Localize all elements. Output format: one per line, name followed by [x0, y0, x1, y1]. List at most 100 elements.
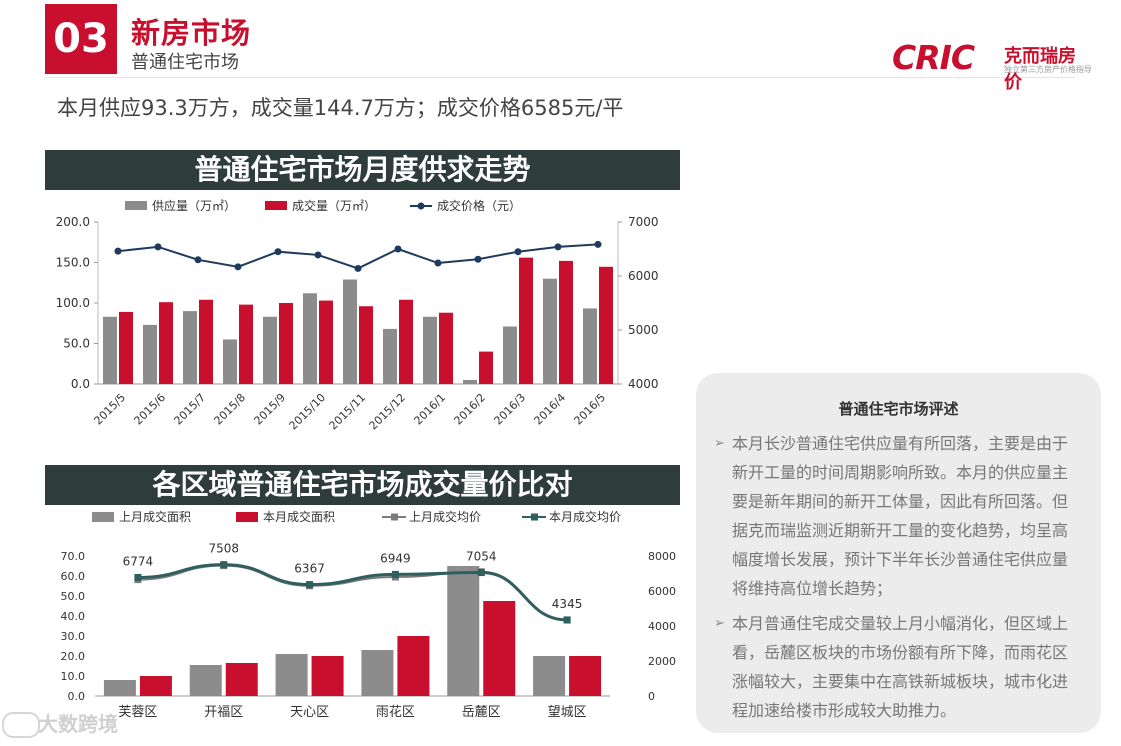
bar-deal — [559, 260, 573, 384]
x-tick-label: 2015/12 — [367, 391, 409, 433]
price-point — [514, 248, 522, 256]
y-tick-label-right: 2000 — [648, 655, 676, 668]
y-tick-label: 50.0 — [63, 337, 90, 351]
bar-deal — [479, 351, 493, 384]
x-tick-label: 2015/5 — [92, 391, 129, 428]
bar-last-month-area — [533, 656, 566, 696]
logo-tagline: 独立第三方房产价格指导 — [1004, 65, 1092, 74]
bar-supply — [383, 328, 397, 384]
price-point — [114, 247, 122, 255]
legend-label: 上月成交面积 — [119, 509, 191, 524]
bar-supply — [223, 339, 237, 384]
x-tick-label: 2015/8 — [212, 391, 249, 428]
section-number: 03 — [45, 4, 117, 74]
y-tick-label: 20.0 — [61, 650, 86, 663]
bar-deal — [159, 302, 173, 384]
price-point — [274, 248, 282, 256]
price-data-label: 6774 — [123, 554, 154, 568]
x-tick-label: 雨花区 — [376, 704, 415, 720]
price-point — [554, 243, 562, 251]
price-point — [434, 259, 442, 267]
price-marker — [306, 581, 314, 589]
x-tick-label: 岳麓区 — [462, 705, 501, 720]
chart2-heading: 各区域普通住宅市场成交量价比对 — [45, 465, 680, 505]
bar-last-month-area — [189, 665, 222, 696]
x-tick-label: 2015/7 — [172, 391, 209, 428]
bar-supply — [183, 311, 197, 384]
arrow-icon: ➢ — [714, 436, 725, 451]
y-tick-label-right: 4000 — [648, 620, 676, 633]
y-tick-label: 30.0 — [61, 630, 86, 643]
bar-this-month-area — [483, 601, 516, 696]
cric-logo: CRIC 克而瑞房价 独立第三方房产价格指导 — [892, 38, 1092, 93]
bar-this-month-area — [569, 656, 602, 696]
watermark-icon — [2, 712, 40, 738]
bar-deal — [399, 299, 413, 384]
y-tick-label-right: 6000 — [648, 585, 676, 598]
header-divider — [45, 77, 1075, 78]
legend-label: 供应量（万㎡） — [152, 198, 236, 213]
y-tick-label: 40.0 — [61, 610, 86, 623]
bar-supply — [263, 316, 277, 384]
bar-supply — [543, 278, 557, 384]
price-data-label: 6367 — [294, 562, 325, 576]
x-tick-label: 天心区 — [290, 705, 329, 720]
bar-deal — [119, 311, 133, 384]
legend-label: 本月成交均价 — [549, 509, 621, 524]
x-tick-label: 2015/9 — [252, 391, 289, 428]
y-tick-label: 10.0 — [61, 670, 86, 683]
y-tick-label-right: 7000 — [628, 215, 659, 229]
bar-supply — [143, 324, 157, 384]
y-tick-label-right: 6000 — [628, 269, 659, 283]
chart1-monthly-supply-demand: 0.0 50.0 100.0 150.0 200.0 4000 5000 6000 7000 20… — [56, 198, 659, 433]
bar-supply — [583, 308, 597, 384]
legend-swatch — [125, 201, 147, 210]
price-point — [474, 255, 482, 263]
price-point — [314, 251, 322, 259]
x-tick-label: 2016/1 — [412, 391, 449, 428]
price-marker — [220, 561, 228, 569]
y-tick-label: 150.0 — [56, 256, 90, 270]
bar-last-month-area — [447, 566, 480, 696]
x-tick-label: 2015/11 — [327, 391, 369, 433]
price-point — [154, 243, 162, 251]
bar-supply — [503, 326, 517, 384]
bar-deal — [279, 303, 293, 384]
legend-label: 上月成交均价 — [409, 509, 481, 524]
x-tick-label: 2016/3 — [492, 391, 529, 428]
x-tick-label: 2015/6 — [132, 391, 169, 428]
legend-marker — [417, 202, 425, 210]
legend-swatch — [265, 201, 287, 210]
legend-marker — [531, 513, 538, 521]
price-point — [594, 240, 602, 248]
price-point — [234, 263, 242, 271]
price-point — [394, 245, 402, 253]
price-data-label: 7054 — [466, 550, 497, 564]
price-data-label: 4345 — [552, 597, 583, 611]
y-tick-label: 0.0 — [71, 377, 90, 391]
page-subtitle: 普通住宅市场 — [131, 52, 239, 73]
legend-swatch — [236, 512, 258, 522]
summary-text: 本月供应93.3万方，成交量144.7万方；成交价格6585元/平 — [57, 96, 624, 120]
commentary-panel: 普通住宅市场评述 ➢ 本月长沙普通住宅供应量有所回落，主要是由于新开工量的时间周… — [696, 373, 1101, 733]
bar-deal — [519, 257, 533, 384]
y-tick-label-right: 8000 — [648, 550, 676, 563]
bar-deal — [599, 266, 613, 384]
bar-deal — [359, 306, 373, 384]
y-tick-label-right: 0 — [648, 690, 655, 703]
legend-label: 成交价格（元） — [437, 198, 521, 213]
bar-this-month-area — [311, 656, 344, 696]
x-tick-label: 2016/4 — [532, 391, 569, 428]
arrow-icon: ➢ — [714, 616, 725, 631]
chart2-district-comparison: 0.0 10.0 20.0 30.0 40.0 50.0 60.0 70.0 0 2000 4000… — [61, 509, 677, 720]
commentary-bullet-1: ➢ 本月长沙普通住宅供应量有所回落，主要是由于新开工量的时间周期影响所致。本月的… — [714, 429, 1078, 603]
x-tick-label: 望城区 — [548, 704, 587, 720]
y-tick-label: 50.0 — [61, 590, 86, 603]
bar-last-month-area — [361, 650, 394, 696]
bar-supply — [303, 293, 317, 384]
y-tick-label: 70.0 — [61, 550, 86, 563]
this-month-price-line — [137, 563, 568, 622]
y-tick-label-right: 4000 — [628, 377, 659, 391]
price-point — [354, 264, 362, 272]
price-data-label: 7508 — [208, 542, 239, 556]
